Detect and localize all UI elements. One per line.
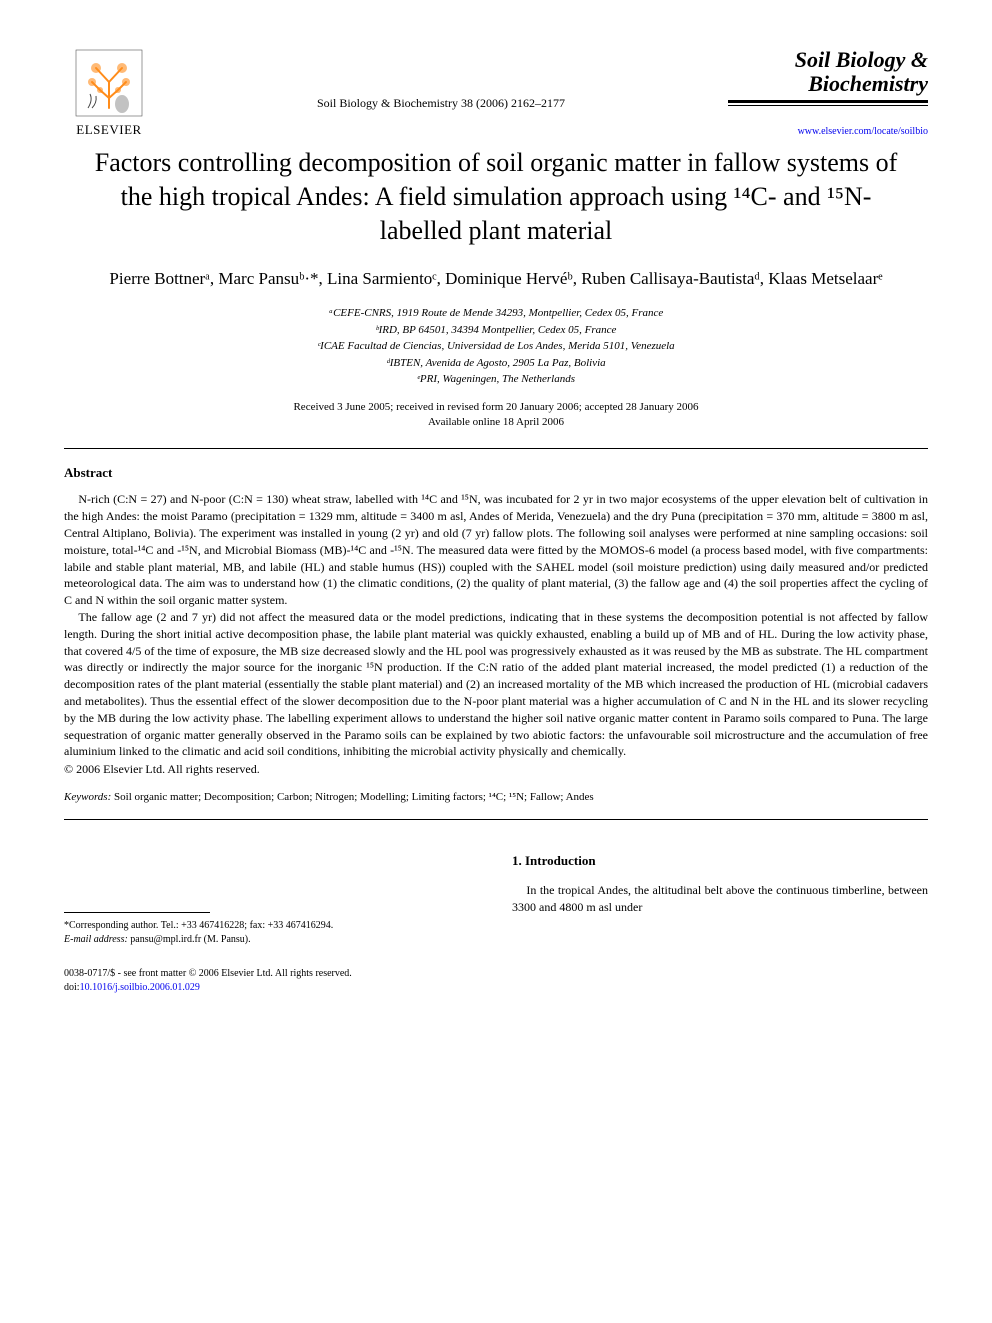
footnote-rule bbox=[64, 912, 210, 913]
email-address: pansu@mpl.ird.fr (M. Pansu). bbox=[128, 934, 251, 945]
email-label: E-mail address: bbox=[64, 934, 128, 945]
journal-block: Soil Biology & Biochemistry www.elsevier… bbox=[728, 48, 928, 137]
abstract-p2: The fallow age (2 and 7 yr) did not affe… bbox=[64, 609, 928, 760]
affiliations: ᵃCEFE-CNRS, 1919 Route de Mende 34293, M… bbox=[64, 305, 928, 388]
affiliation: ᵇIRD, BP 64501, 34394 Montpellier, Cedex… bbox=[64, 322, 928, 339]
affiliation: ᶜICAE Facultad de Ciencias, Universidad … bbox=[64, 338, 928, 355]
affiliation: ᵈIBTEN, Avenida de Agosto, 2905 La Paz, … bbox=[64, 355, 928, 372]
abstract-top-rule bbox=[64, 448, 928, 449]
header-row: ELSEVIER Soil Biology & Biochemistry 38 … bbox=[64, 48, 928, 138]
journal-title: Soil Biology & Biochemistry bbox=[728, 48, 928, 96]
email-line: E-mail address: pansu@mpl.ird.fr (M. Pan… bbox=[64, 933, 480, 947]
right-column: 1. Introduction In the tropical Andes, t… bbox=[512, 852, 928, 995]
issn-line: 0038-0717/$ - see front matter © 2006 El… bbox=[64, 967, 480, 981]
journal-reference: Soil Biology & Biochemistry 38 (2006) 21… bbox=[154, 48, 728, 111]
journal-title-line2: Biochemistry bbox=[808, 71, 928, 96]
abstract-body: N-rich (C:N = 27) and N-poor (C:N = 130)… bbox=[64, 491, 928, 760]
left-column: *Corresponding author. Tel.: +33 4674162… bbox=[64, 852, 480, 995]
abstract-copyright: © 2006 Elsevier Ltd. All rights reserved… bbox=[64, 762, 928, 777]
intro-heading: 1. Introduction bbox=[512, 852, 928, 870]
two-column-region: *Corresponding author. Tel.: +33 4674162… bbox=[64, 852, 928, 995]
elsevier-logo bbox=[74, 48, 144, 118]
journal-title-line1: Soil Biology & bbox=[795, 47, 928, 72]
keywords-label: Keywords: bbox=[64, 791, 111, 803]
publisher-name: ELSEVIER bbox=[76, 122, 141, 138]
authors: Pierre Bottnerᵃ, Marc Pansuᵇ·*, Lina Sar… bbox=[64, 267, 928, 291]
affiliation: ᵃCEFE-CNRS, 1919 Route de Mende 34293, M… bbox=[64, 305, 928, 322]
affiliation: ᵉPRI, Wageningen, The Netherlands bbox=[64, 371, 928, 388]
doi-link[interactable]: 10.1016/j.soilbio.2006.01.029 bbox=[80, 982, 200, 993]
corresponding-text: *Corresponding author. Tel.: +33 4674162… bbox=[64, 919, 480, 933]
corresponding-footnote: *Corresponding author. Tel.: +33 4674162… bbox=[64, 919, 480, 947]
abstract-heading: Abstract bbox=[64, 465, 928, 481]
dates-online: Available online 18 April 2006 bbox=[64, 415, 928, 430]
keywords: Keywords: Soil organic matter; Decomposi… bbox=[64, 791, 928, 803]
journal-link[interactable]: www.elsevier.com/locate/soilbio bbox=[728, 126, 928, 137]
abstract-bottom-rule bbox=[64, 819, 928, 820]
footer-block: 0038-0717/$ - see front matter © 2006 El… bbox=[64, 967, 480, 995]
journal-rule-thick bbox=[728, 100, 928, 103]
dates-received: Received 3 June 2005; received in revise… bbox=[64, 400, 928, 415]
article-title: Factors controlling decomposition of soi… bbox=[64, 146, 928, 247]
abstract-p1: N-rich (C:N = 27) and N-poor (C:N = 130)… bbox=[64, 491, 928, 609]
publisher-block: ELSEVIER bbox=[64, 48, 154, 138]
intro-p1: In the tropical Andes, the altitudinal b… bbox=[512, 882, 928, 916]
doi-line: doi:10.1016/j.soilbio.2006.01.029 bbox=[64, 981, 480, 995]
keywords-text: Soil organic matter; Decomposition; Carb… bbox=[111, 791, 593, 803]
doi-label: doi: bbox=[64, 982, 80, 993]
journal-rule-thin bbox=[728, 105, 928, 106]
article-dates: Received 3 June 2005; received in revise… bbox=[64, 400, 928, 431]
